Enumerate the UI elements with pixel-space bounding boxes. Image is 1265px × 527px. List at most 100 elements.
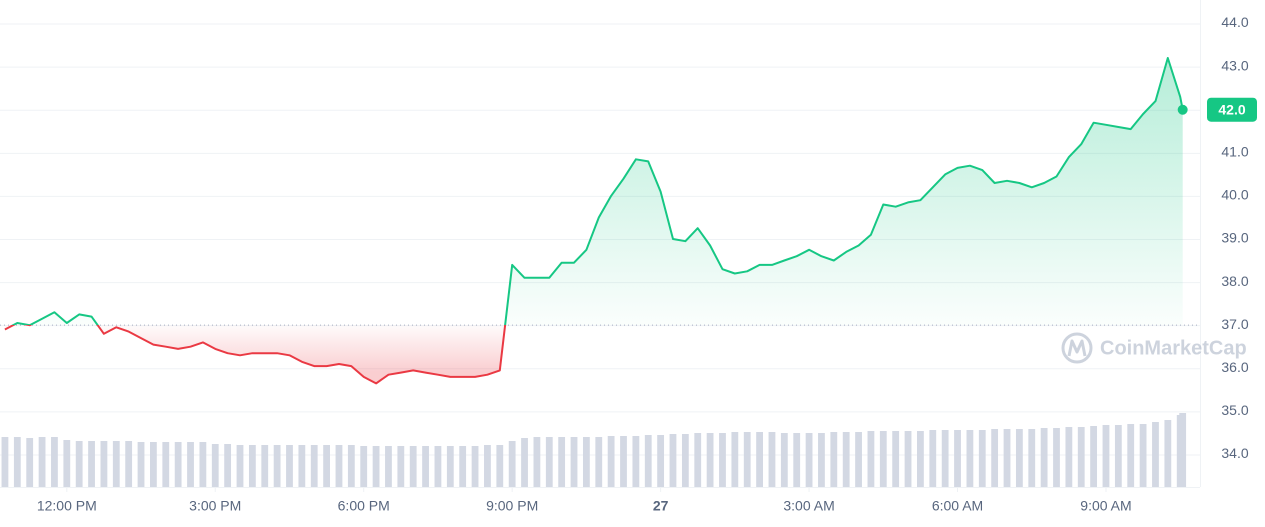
volume-bar xyxy=(793,433,801,487)
volume-bar xyxy=(694,433,702,487)
volume-bar xyxy=(434,446,442,487)
y-tick-label: 40.0 xyxy=(1221,187,1248,203)
volume-bar xyxy=(471,446,479,487)
x-tick-label: 3:00 PM xyxy=(189,498,241,514)
volume-bar xyxy=(1090,426,1098,487)
volume-bar xyxy=(521,438,528,487)
x-tick-label: 27 xyxy=(653,498,669,514)
volume-bar xyxy=(63,440,71,487)
volume-bar xyxy=(199,442,207,487)
volume-bar xyxy=(1139,424,1147,487)
price-area xyxy=(4,58,1183,384)
volume-bar xyxy=(855,432,862,487)
volume-bar xyxy=(75,441,83,487)
volume-bar xyxy=(286,445,293,487)
y-tick-label: 37.0 xyxy=(1221,316,1248,332)
volume-bar xyxy=(1053,428,1060,487)
watermark-text: CoinMarketCap xyxy=(1100,337,1247,359)
volume-bar xyxy=(879,431,887,487)
y-tick-label: 43.0 xyxy=(1221,57,1248,73)
last-point xyxy=(1177,104,1188,115)
volume-bar xyxy=(224,444,232,487)
y-tick-label: 34.0 xyxy=(1221,445,1248,461)
watermark: CoinMarketCap xyxy=(1061,332,1247,364)
volume-bar xyxy=(620,436,627,487)
last-price-label: 42.0 xyxy=(1218,101,1245,117)
volume-bar xyxy=(88,441,95,487)
price-line xyxy=(4,57,1184,385)
volume-bar xyxy=(409,446,417,487)
volume-bar xyxy=(904,431,912,487)
volume-bar xyxy=(1114,425,1122,487)
volume-bar xyxy=(347,445,355,487)
x-tick-label: 9:00 PM xyxy=(486,498,538,514)
volume-bar xyxy=(1028,429,1036,487)
volume-bar xyxy=(681,434,689,487)
volume-bar xyxy=(1127,424,1135,487)
volume-bar xyxy=(533,437,541,487)
volume-bar xyxy=(360,446,368,487)
volume-bar xyxy=(731,432,739,487)
volume-bar xyxy=(558,437,566,487)
volume-bar xyxy=(174,442,182,487)
volume-bar xyxy=(484,445,491,487)
volume-bar xyxy=(13,437,21,487)
volume-bar xyxy=(706,433,714,487)
volume-bar xyxy=(261,445,269,487)
volume-bar xyxy=(137,442,145,487)
volume-bar xyxy=(669,434,677,487)
volume-bar xyxy=(323,445,330,487)
volume-bar xyxy=(818,433,825,487)
y-tick-label: 35.0 xyxy=(1221,402,1248,418)
x-tick-label: 3:00 AM xyxy=(783,498,834,514)
volume-bar xyxy=(756,432,763,487)
x-tick-label: 6:00 AM xyxy=(932,498,983,514)
volume-bar xyxy=(422,446,429,487)
volume-bar xyxy=(941,430,949,487)
watermark-logo xyxy=(1061,332,1093,364)
y-tick-label: 39.0 xyxy=(1221,230,1248,246)
volume-bar xyxy=(1077,427,1085,487)
volume-bar xyxy=(273,445,281,487)
y-tick-label: 38.0 xyxy=(1221,273,1248,289)
volume-bar xyxy=(768,432,776,487)
volume-bar xyxy=(657,435,665,487)
volume-bar xyxy=(966,430,974,487)
volume-bar xyxy=(830,432,838,487)
last-price-tag xyxy=(1207,97,1257,122)
volume-bar xyxy=(644,435,652,487)
volume-bar xyxy=(26,438,34,487)
volume-bar xyxy=(719,433,726,487)
volume-bar xyxy=(508,441,516,487)
volume-bar xyxy=(545,437,553,487)
volume-bar xyxy=(1003,429,1011,487)
volume-bar xyxy=(892,431,900,487)
volume-bar xyxy=(1,437,9,487)
volume-bar xyxy=(842,432,850,487)
volume-bar xyxy=(867,431,875,487)
volume-bar xyxy=(125,441,133,487)
volume-bar xyxy=(211,444,219,487)
volume-bar xyxy=(459,446,467,487)
volume-bar xyxy=(162,442,170,487)
volume-bar xyxy=(954,430,961,487)
volume-bar xyxy=(1102,425,1110,487)
volume-bar xyxy=(38,437,46,487)
volume-bar xyxy=(150,442,157,487)
volume-bar xyxy=(385,446,392,487)
volume-bar xyxy=(397,446,405,487)
y-tick-label: 36.0 xyxy=(1221,359,1248,375)
volume-bar xyxy=(51,437,58,487)
volume-bar xyxy=(446,446,454,487)
volume-bar xyxy=(632,436,640,487)
volume-bar xyxy=(1164,420,1172,487)
volume-bar xyxy=(929,430,937,487)
volume-bar xyxy=(595,437,603,487)
volume-bar xyxy=(236,445,244,487)
watermark-logo-m xyxy=(1067,339,1087,357)
y-tick-label: 41.0 xyxy=(1221,144,1248,160)
y-tick-label: 44.0 xyxy=(1221,14,1248,30)
volume-bar xyxy=(1015,429,1023,487)
